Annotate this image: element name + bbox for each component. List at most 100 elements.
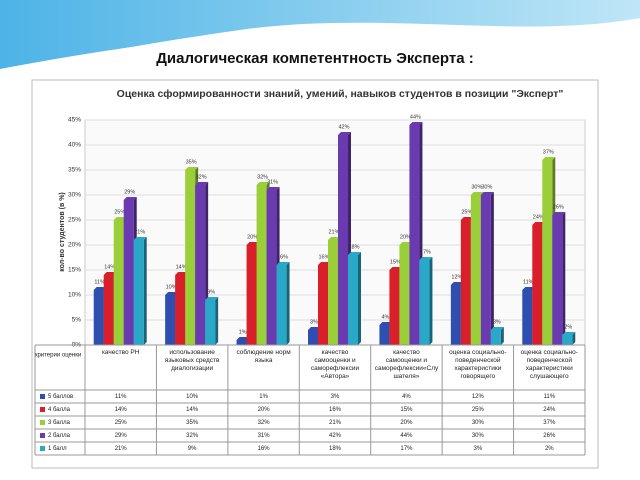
bar-top xyxy=(409,122,423,125)
bar-side xyxy=(143,237,147,345)
bar xyxy=(318,265,328,345)
table-cell: 37% xyxy=(543,420,556,426)
bar-top xyxy=(113,217,127,220)
value-label: 20% xyxy=(400,234,411,240)
value-label: 18% xyxy=(348,244,359,250)
bar-side xyxy=(562,212,566,345)
header-wave-line xyxy=(0,21,640,71)
y-tick-label: 15% xyxy=(68,267,81,274)
bar xyxy=(256,185,267,345)
table-cell: 29% xyxy=(115,433,128,439)
bar xyxy=(133,240,144,345)
legend-swatch xyxy=(40,446,45,451)
bar-top xyxy=(236,337,250,340)
y-tick-label: 35% xyxy=(68,167,81,174)
bar xyxy=(409,125,420,345)
table-cell: 2% xyxy=(545,446,554,452)
x-tick-label: качество самооценки и саморефлексии«Слу … xyxy=(374,349,439,380)
x-tick-label: качество самооценки и саморефлексии «Авт… xyxy=(310,349,360,380)
y-tick-label: 45% xyxy=(68,117,81,124)
table-cell: 32% xyxy=(258,420,271,426)
value-label: 25% xyxy=(114,209,125,215)
bar-top xyxy=(256,182,270,185)
bar-top xyxy=(185,167,199,170)
bar-top xyxy=(165,292,179,295)
bar-top xyxy=(399,242,413,245)
bar-side xyxy=(358,252,361,345)
legend-swatch xyxy=(40,433,45,438)
bar xyxy=(175,275,186,345)
bar xyxy=(308,330,318,345)
bar xyxy=(450,285,461,345)
table-cell: 44% xyxy=(400,433,413,439)
legend-label: 4 балла xyxy=(48,407,71,413)
header-wave xyxy=(0,0,640,70)
y-tick-label: 5% xyxy=(72,317,82,324)
bar xyxy=(399,245,410,345)
bar xyxy=(542,160,553,345)
bar xyxy=(348,255,358,345)
bar-top xyxy=(328,237,341,240)
x-axis-label: критерии оценки xyxy=(35,353,81,359)
chart-title: Оценка сформированности знаний, умений, … xyxy=(117,88,564,100)
value-label: 3% xyxy=(310,319,318,325)
bar xyxy=(103,275,114,345)
bar-top xyxy=(133,237,147,240)
value-label: 32% xyxy=(196,174,207,180)
table-cell: 24% xyxy=(543,407,556,413)
bar-top xyxy=(205,297,219,300)
table-cell: 20% xyxy=(258,407,271,413)
bar xyxy=(389,270,400,345)
value-label: 25% xyxy=(461,209,472,215)
value-label: 17% xyxy=(420,249,431,255)
bar xyxy=(532,225,543,345)
bar-top xyxy=(318,262,331,265)
bar-top xyxy=(480,192,494,195)
value-label: 15% xyxy=(390,259,401,265)
table-cell: 14% xyxy=(115,407,128,413)
value-label: 21% xyxy=(328,229,339,235)
slide-title: Диалогическая компетентность Эксперта : xyxy=(156,50,474,67)
bar-side xyxy=(286,262,290,345)
value-label: 35% xyxy=(186,159,197,165)
bar-side xyxy=(500,327,504,345)
bar-top xyxy=(103,272,117,275)
table-cell: 16% xyxy=(329,407,342,413)
bar xyxy=(185,170,196,345)
value-label: 12% xyxy=(451,274,462,280)
bar xyxy=(522,290,533,345)
bar-top xyxy=(522,287,536,290)
bar xyxy=(419,260,430,345)
bar-side xyxy=(490,192,494,345)
bar xyxy=(379,325,390,345)
table-cell: 30% xyxy=(472,433,485,439)
bar-top xyxy=(246,242,260,245)
value-label: 10% xyxy=(166,284,177,290)
bar xyxy=(338,135,348,345)
table-cell: 18% xyxy=(329,446,342,452)
value-label: 2% xyxy=(564,324,572,330)
value-label: 42% xyxy=(338,124,349,130)
x-tick-label: оценка социально-поведенческой характери… xyxy=(449,349,507,380)
table-cell: 32% xyxy=(186,433,199,439)
table-cell: 26% xyxy=(543,433,556,439)
table-cell: 1% xyxy=(259,394,268,400)
bar xyxy=(165,295,176,345)
legend-swatch xyxy=(40,420,45,425)
bar-top xyxy=(450,282,464,285)
bar-top xyxy=(542,157,556,160)
value-label: 21% xyxy=(134,229,145,235)
bar-top xyxy=(490,327,504,330)
bar-top xyxy=(419,257,433,260)
bar xyxy=(552,215,563,345)
value-label: 14% xyxy=(176,264,187,270)
y-tick-label: 20% xyxy=(68,242,81,249)
legend-swatch xyxy=(40,394,45,399)
bar xyxy=(266,190,277,345)
bar xyxy=(460,220,471,345)
table-cell: 3% xyxy=(474,446,483,452)
bar xyxy=(123,200,134,345)
x-tick-label: соблюдение норм языка xyxy=(236,349,291,364)
bar xyxy=(93,290,104,345)
